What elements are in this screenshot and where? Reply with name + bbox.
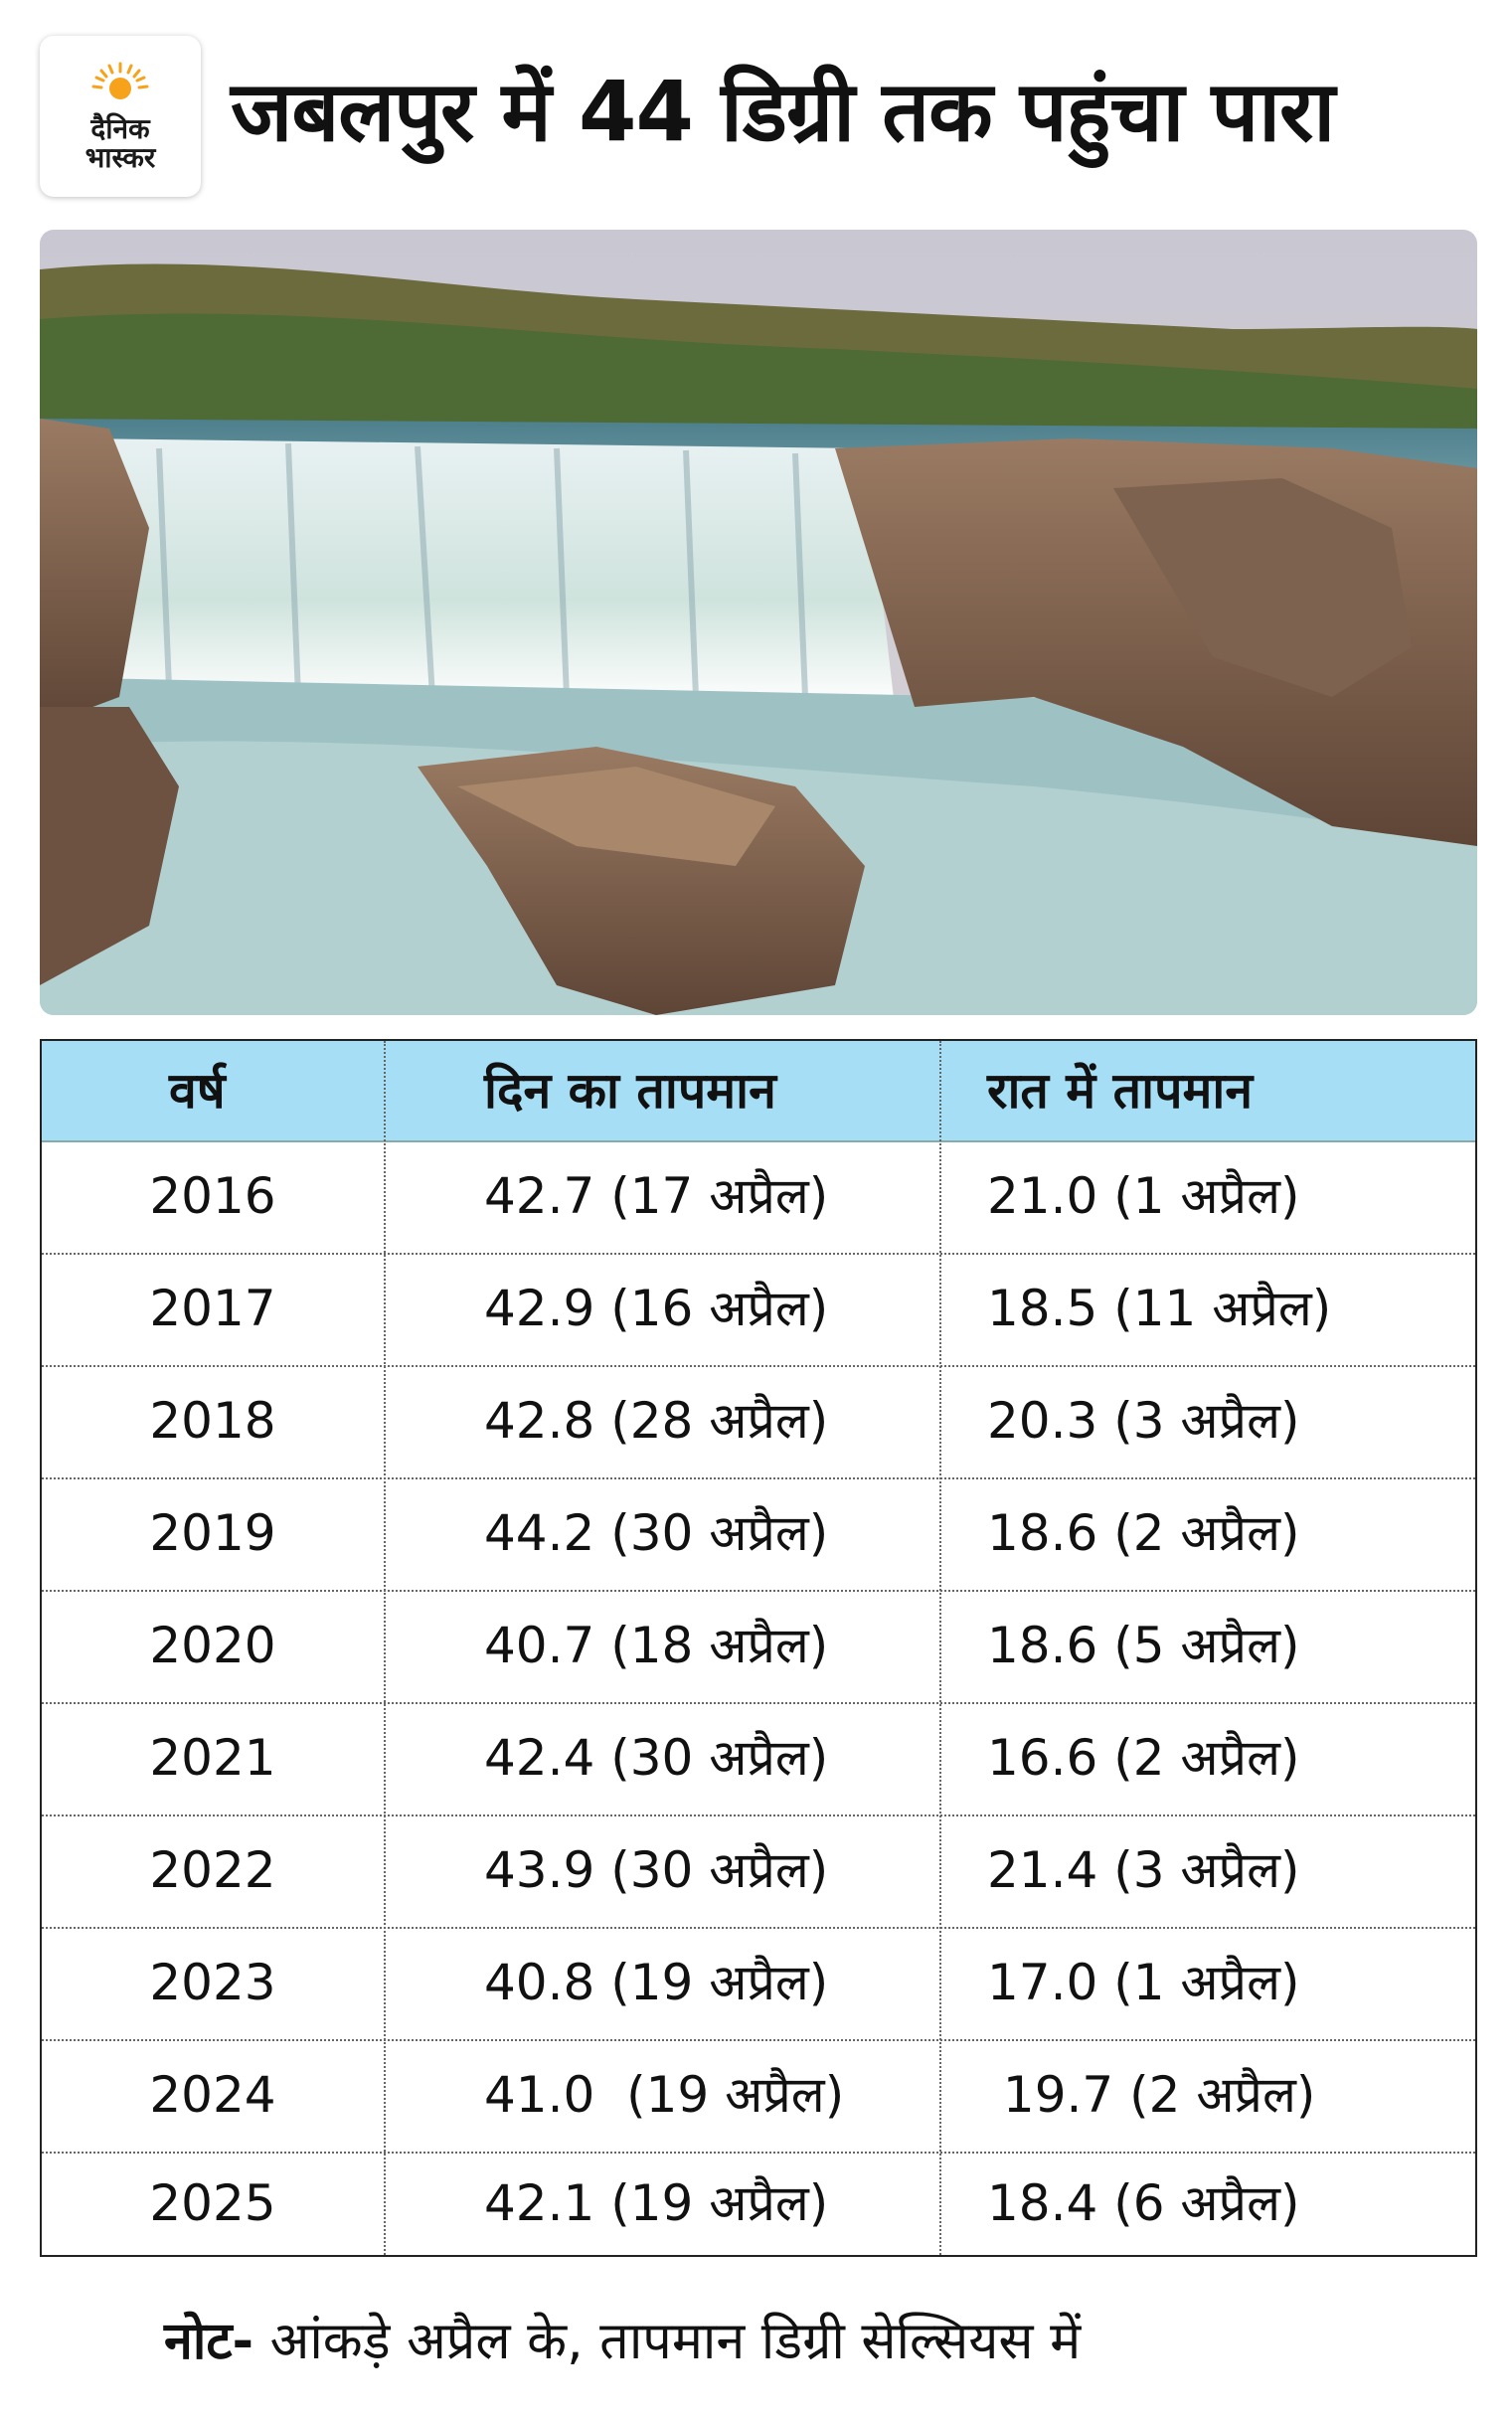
table-row: 2024 41.0 (19 अप्रैल) 19.7 (2 अप्रैल) bbox=[42, 2039, 1475, 2154]
waterfall-photo bbox=[40, 230, 1477, 1015]
table-row: 2019 44.2 (30 अप्रैल) 18.6 (2 अप्रैल) bbox=[42, 1477, 1475, 1592]
cell-year: 2022 bbox=[149, 1841, 276, 1899]
cell-day-temp: 41.0 (19 अप्रैल) bbox=[484, 2066, 845, 2124]
table-row: 2020 40.7 (18 अप्रैल) 18.6 (5 अप्रैल) bbox=[42, 1590, 1475, 1704]
footnote-text: आंकड़े अप्रैल के, तापमान डिग्री सेल्सियस… bbox=[253, 2312, 1082, 2371]
cell-year: 2025 bbox=[149, 2174, 276, 2232]
cell-night-temp: 21.0 (1 अप्रैल) bbox=[987, 1167, 1300, 1225]
column-divider bbox=[384, 1041, 386, 2255]
column-header-year: वर्ष bbox=[169, 1062, 226, 1120]
footnote: नोट- आंकड़े अप्रैल के, तापमान डिग्री सेल… bbox=[164, 2302, 1456, 2381]
cell-night-temp: 18.4 (6 अप्रैल) bbox=[987, 2174, 1300, 2232]
cell-year: 2021 bbox=[149, 1729, 276, 1787]
cell-night-temp: 17.0 (1 अप्रैल) bbox=[987, 1954, 1300, 2011]
table-row: 2017 42.9 (16 अप्रैल) 18.5 (11 अप्रैल) bbox=[42, 1253, 1475, 1367]
cell-day-temp: 42.7 (17 अप्रैल) bbox=[484, 1167, 829, 1225]
cell-day-temp: 40.8 (19 अप्रैल) bbox=[484, 1954, 829, 2011]
headline: जबलपुर में 44 डिग्री तक पहुंचा पारा bbox=[231, 63, 1335, 160]
logo-text-line2: भास्कर bbox=[84, 141, 156, 174]
cell-year: 2017 bbox=[149, 1280, 276, 1337]
header: दैनिक भास्कर जबलपुर में 44 डिग्री तक पहु… bbox=[0, 0, 1512, 214]
waterfall-illustration bbox=[40, 230, 1477, 1015]
column-header-night-temp: रात में तापमान bbox=[987, 1062, 1254, 1120]
dainik-bhaskar-logo[interactable]: दैनिक भास्कर bbox=[40, 36, 201, 197]
table-row: 2022 43.9 (30 अप्रैल) 21.4 (3 अप्रैल) bbox=[42, 1814, 1475, 1929]
column-header-day-temp: दिन का तापमान bbox=[484, 1062, 776, 1120]
cell-day-temp: 44.2 (30 अप्रैल) bbox=[484, 1504, 829, 1562]
cell-night-temp: 16.6 (2 अप्रैल) bbox=[987, 1729, 1300, 1787]
logo-text-line1: दैनिक bbox=[90, 111, 150, 145]
cell-year: 2019 bbox=[149, 1504, 276, 1562]
cell-year: 2016 bbox=[149, 1167, 276, 1225]
cell-year: 2023 bbox=[149, 1954, 276, 2011]
cell-day-temp: 40.7 (18 अप्रैल) bbox=[484, 1617, 829, 1674]
table-row: 2021 42.4 (30 अप्रैल) 16.6 (2 अप्रैल) bbox=[42, 1702, 1475, 1816]
cell-night-temp: 20.3 (3 अप्रैल) bbox=[987, 1392, 1300, 1450]
table-row: 2025 42.1 (19 अप्रैल) 18.4 (6 अप्रैल) bbox=[42, 2152, 1475, 2255]
cell-day-temp: 42.1 (19 अप्रैल) bbox=[484, 2174, 829, 2232]
cell-night-temp: 18.6 (5 अप्रैल) bbox=[987, 1617, 1300, 1674]
table-header: वर्ष दिन का तापमान रात में तापमान bbox=[42, 1041, 1475, 1142]
table-row: 2018 42.8 (28 अप्रैल) 20.3 (3 अप्रैल) bbox=[42, 1365, 1475, 1479]
cell-day-temp: 42.4 (30 अप्रैल) bbox=[484, 1729, 829, 1787]
temperature-table: वर्ष दिन का तापमान रात में तापमान 2016 4… bbox=[40, 1039, 1477, 2257]
cell-year: 2024 bbox=[149, 2066, 276, 2124]
cell-year: 2020 bbox=[149, 1617, 276, 1674]
table-row: 2016 42.7 (17 अप्रैल) 21.0 (1 अप्रैल) bbox=[42, 1140, 1475, 1255]
cell-night-temp: 18.6 (2 अप्रैल) bbox=[987, 1504, 1300, 1562]
cell-day-temp: 42.8 (28 अप्रैल) bbox=[484, 1392, 829, 1450]
cell-day-temp: 42.9 (16 अप्रैल) bbox=[484, 1280, 829, 1337]
cell-night-temp: 21.4 (3 अप्रैल) bbox=[987, 1841, 1300, 1899]
table-row: 2023 40.8 (19 अप्रैल) 17.0 (1 अप्रैल) bbox=[42, 1927, 1475, 2041]
column-divider bbox=[939, 1041, 941, 2255]
cell-night-temp: 19.7 (2 अप्रैल) bbox=[987, 2066, 1316, 2124]
cell-day-temp: 43.9 (30 अप्रैल) bbox=[484, 1841, 829, 1899]
cell-year: 2018 bbox=[149, 1392, 276, 1450]
cell-night-temp: 18.5 (11 अप्रैल) bbox=[987, 1280, 1332, 1337]
sun-icon bbox=[91, 62, 149, 99]
footnote-label: नोट- bbox=[164, 2312, 254, 2371]
